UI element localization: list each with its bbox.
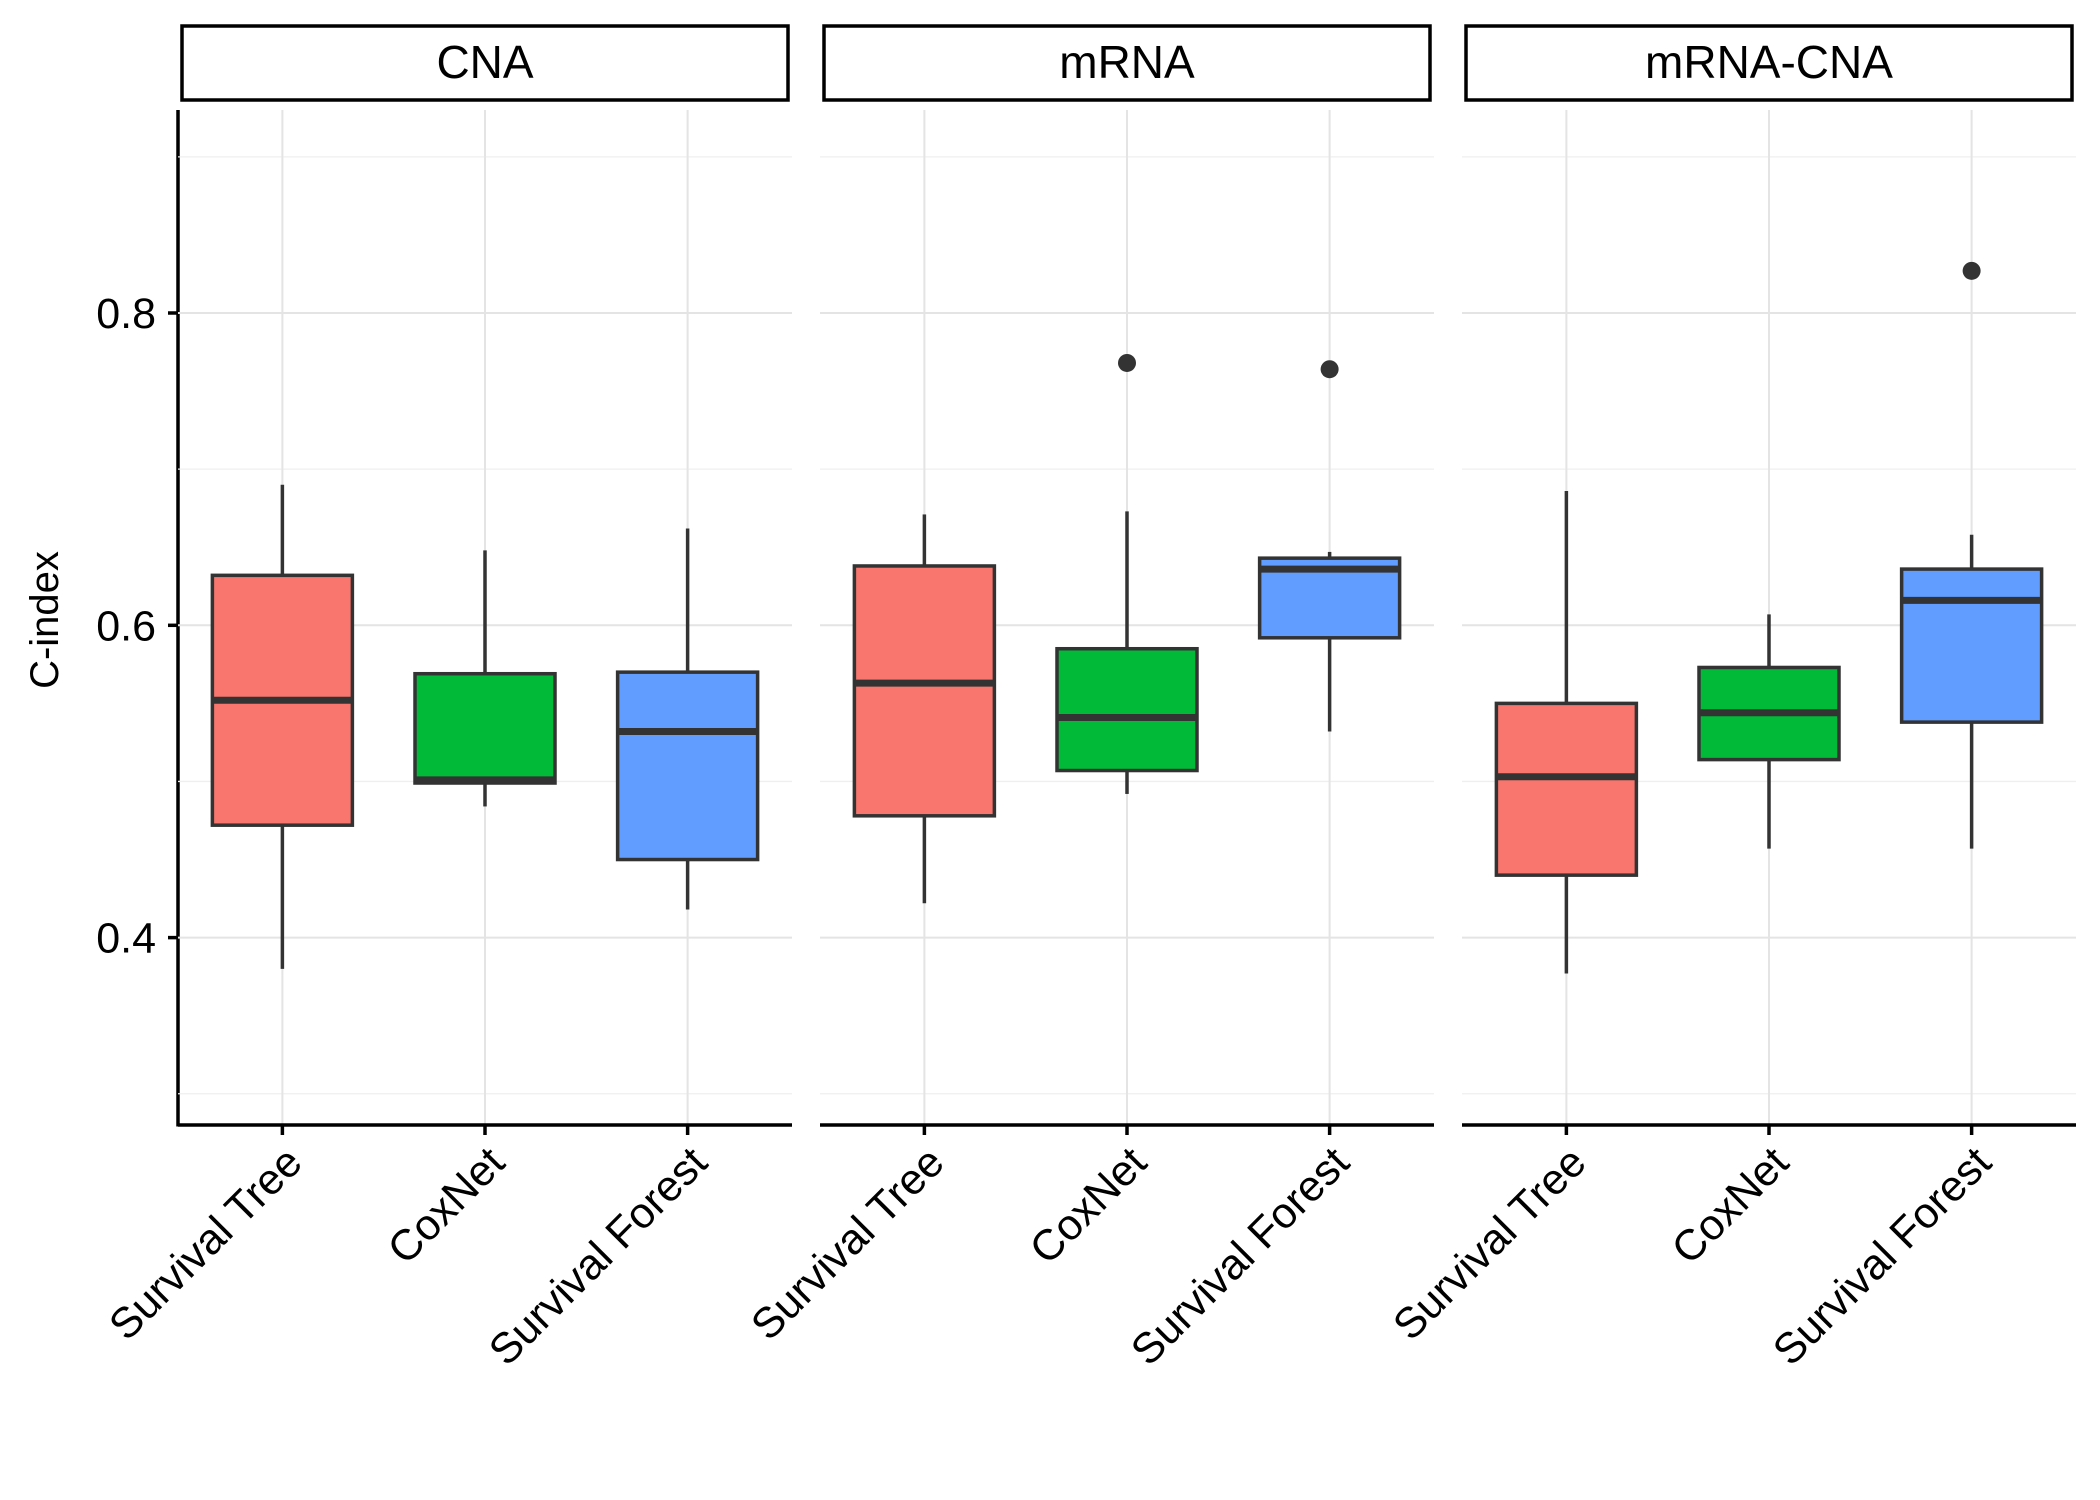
box-coxnet — [413, 550, 557, 807]
outlier-point — [1320, 360, 1339, 379]
outlier-point — [1118, 353, 1136, 372]
box-iqr — [413, 671, 557, 785]
x-tick-label: Survival Forest — [1764, 1138, 2001, 1375]
box-survival-forest — [1899, 261, 2044, 849]
y-axis-title: C-index — [23, 551, 67, 689]
box-survival-forest — [615, 528, 760, 910]
facet-strip-label: CNA — [436, 36, 533, 88]
outlier-point — [1962, 261, 1981, 280]
y-tick-label: 0.4 — [96, 915, 156, 963]
box-iqr — [852, 564, 997, 818]
box-survival-tree — [210, 484, 355, 969]
facet-strip-label: mRNA-CNA — [1645, 36, 1893, 88]
x-tick-label: Survival Forest — [1122, 1138, 1359, 1375]
x-tick-label: CoxNet — [1663, 1138, 1798, 1273]
y-tick-label: 0.8 — [96, 290, 156, 338]
box-iqr — [615, 670, 760, 862]
facet-strip — [180, 24, 790, 102]
box-survival-forest — [1257, 360, 1402, 732]
x-tick-label: Survival Forest — [480, 1138, 717, 1375]
x-tick-label: Survival Tree — [1384, 1138, 1595, 1349]
box-survival-tree — [852, 514, 997, 904]
x-tick-label: CoxNet — [1021, 1138, 1156, 1273]
box-coxnet — [1697, 614, 1841, 849]
box-survival-tree — [1494, 491, 1639, 974]
x-tick-label: Survival Tree — [742, 1138, 953, 1349]
box-iqr — [1055, 646, 1199, 773]
box-iqr — [1494, 701, 1639, 877]
x-tick-label: Survival Tree — [100, 1138, 311, 1349]
facet-strip — [1464, 24, 2074, 102]
box-iqr — [1899, 567, 2044, 724]
box-coxnet — [1055, 353, 1199, 794]
facet-strip-label: mRNA — [1059, 36, 1195, 88]
facet-strip — [822, 24, 1432, 102]
x-tick-label: CoxNet — [379, 1138, 514, 1273]
y-tick-label: 0.6 — [96, 602, 156, 650]
